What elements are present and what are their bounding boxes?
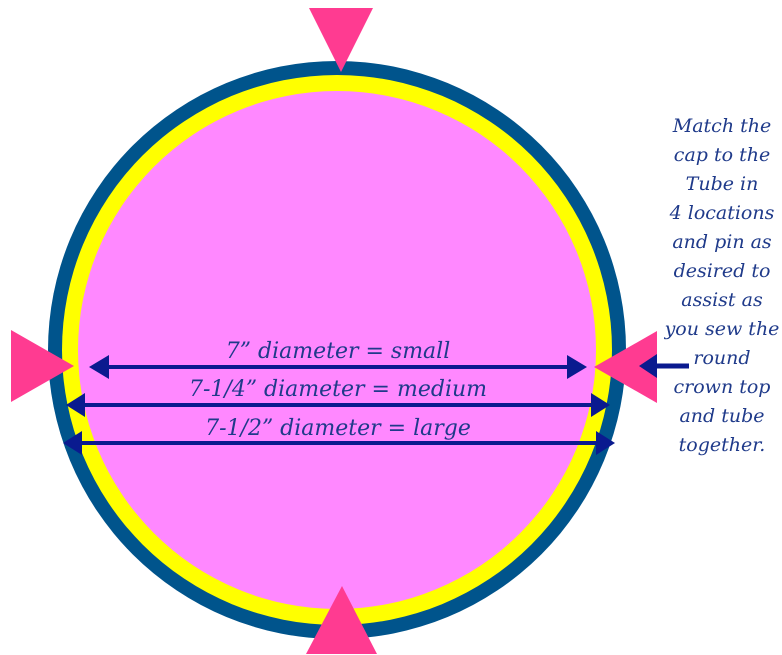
arrowhead-left-medium-icon — [66, 393, 85, 417]
diameter-label-medium: 7-1/4” diameter = medium — [189, 377, 487, 402]
right-marker — [594, 331, 657, 403]
top-marker — [309, 8, 373, 72]
diameter-label-small: 7” diameter = small — [226, 339, 451, 364]
diameter-label-large: 7-1/2” diameter = large — [205, 416, 471, 441]
left-marker — [11, 330, 74, 402]
arrowhead-right-large-icon — [596, 431, 615, 455]
instruction-note: Match the cap to the Tube in 4 locations… — [664, 115, 780, 456]
bottom-marker — [306, 586, 377, 654]
arrowhead-left-large-icon — [63, 431, 82, 455]
arrowhead-right-small-icon — [567, 355, 587, 379]
arrowhead-left-small-icon — [89, 355, 109, 379]
note-pointer-arrow-icon — [639, 354, 657, 378]
arrowhead-right-medium-icon — [591, 393, 610, 417]
inner-disc-crown-top — [78, 91, 596, 609]
